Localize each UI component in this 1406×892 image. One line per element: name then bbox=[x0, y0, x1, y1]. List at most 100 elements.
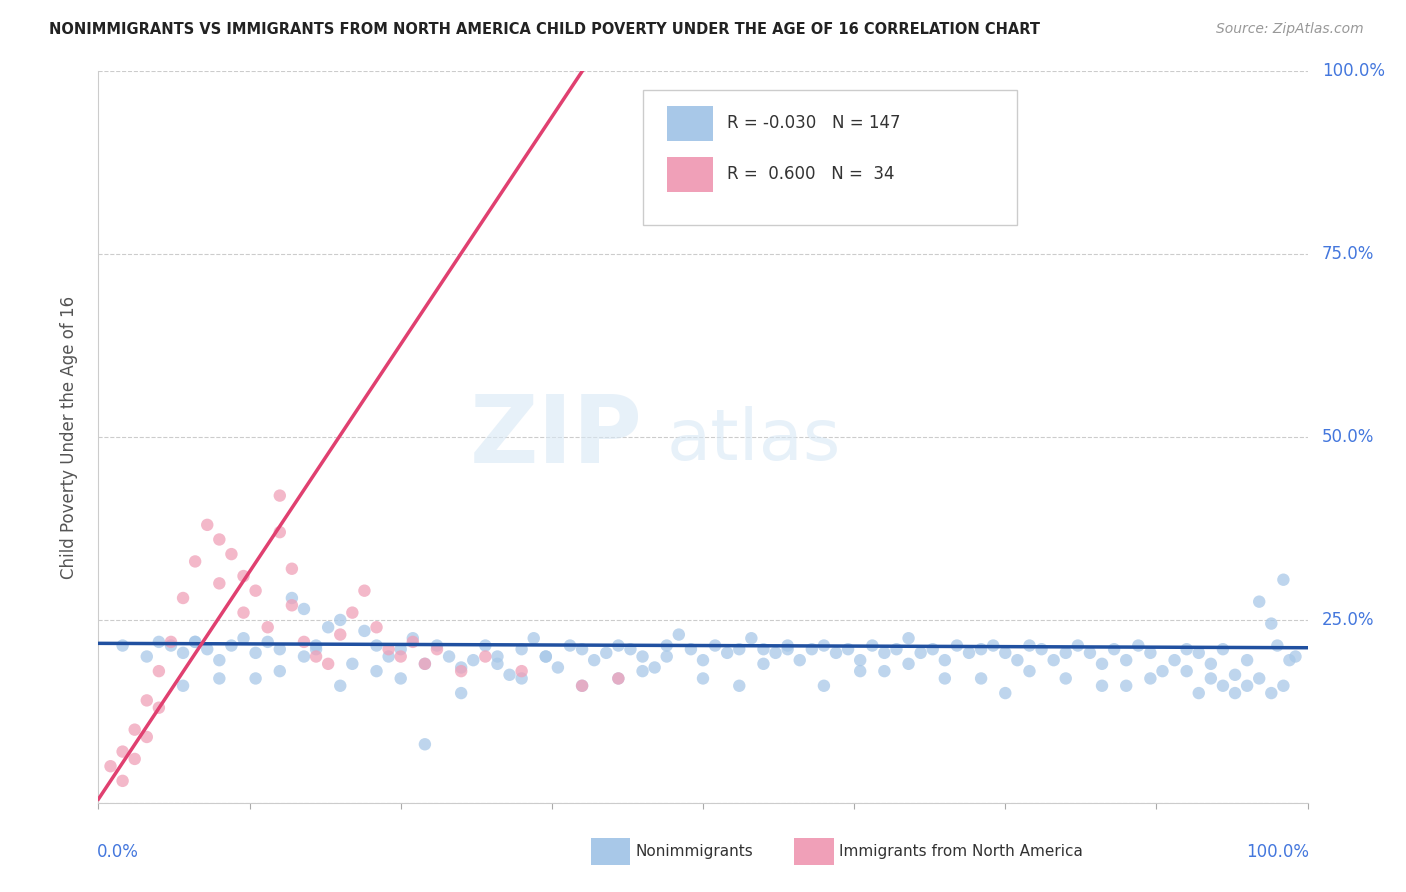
Text: 50.0%: 50.0% bbox=[1322, 428, 1375, 446]
Text: Source: ZipAtlas.com: Source: ZipAtlas.com bbox=[1216, 22, 1364, 37]
Point bbox=[366, 664, 388, 678]
Point bbox=[1272, 573, 1295, 587]
Point bbox=[426, 642, 449, 657]
Text: Nonimmigrants: Nonimmigrants bbox=[636, 845, 754, 859]
FancyBboxPatch shape bbox=[666, 157, 713, 192]
FancyBboxPatch shape bbox=[666, 106, 713, 141]
Point bbox=[221, 639, 243, 653]
Point bbox=[655, 639, 678, 653]
Point bbox=[897, 632, 920, 646]
Point bbox=[377, 649, 399, 664]
Point bbox=[232, 569, 254, 583]
Point bbox=[523, 632, 546, 646]
Point bbox=[124, 752, 146, 766]
Point bbox=[208, 653, 231, 667]
Point bbox=[1018, 639, 1040, 653]
Text: atlas: atlas bbox=[666, 406, 841, 475]
Point bbox=[873, 664, 896, 678]
Point bbox=[837, 642, 859, 657]
Point bbox=[281, 591, 304, 605]
Point bbox=[1278, 653, 1301, 667]
Point bbox=[124, 723, 146, 737]
Point bbox=[607, 672, 630, 686]
Point bbox=[305, 642, 328, 657]
Point bbox=[329, 613, 352, 627]
Point bbox=[1163, 653, 1185, 667]
Point bbox=[195, 642, 218, 657]
Point bbox=[860, 639, 883, 653]
Point bbox=[704, 639, 727, 653]
Point bbox=[910, 646, 932, 660]
Point bbox=[148, 635, 170, 649]
Point bbox=[269, 525, 291, 540]
Point bbox=[208, 576, 231, 591]
Text: R =  0.600   N =  34: R = 0.600 N = 34 bbox=[727, 165, 894, 183]
Point bbox=[789, 653, 811, 667]
Text: Immigrants from North America: Immigrants from North America bbox=[839, 845, 1083, 859]
Point bbox=[281, 599, 304, 613]
Point bbox=[389, 649, 412, 664]
Point bbox=[160, 635, 183, 649]
Point bbox=[111, 639, 134, 653]
Point bbox=[1091, 657, 1114, 671]
Point bbox=[510, 664, 533, 678]
Point bbox=[1249, 594, 1271, 608]
Point bbox=[1284, 649, 1306, 664]
Point bbox=[377, 642, 399, 657]
Point bbox=[934, 653, 956, 667]
Point bbox=[716, 646, 738, 660]
Text: 100.0%: 100.0% bbox=[1322, 62, 1385, 80]
Point bbox=[607, 672, 630, 686]
Text: R = -0.030   N = 147: R = -0.030 N = 147 bbox=[727, 113, 901, 131]
Point bbox=[221, 547, 243, 561]
Text: 0.0%: 0.0% bbox=[97, 843, 139, 861]
Point bbox=[1188, 686, 1211, 700]
Point bbox=[571, 642, 593, 657]
Point bbox=[994, 686, 1017, 700]
Point bbox=[208, 533, 231, 547]
Point bbox=[269, 489, 291, 503]
Point bbox=[232, 606, 254, 620]
Point bbox=[571, 679, 593, 693]
Point bbox=[353, 583, 375, 598]
Point bbox=[172, 591, 194, 605]
Point bbox=[245, 672, 267, 686]
Point bbox=[1223, 667, 1246, 681]
Point bbox=[607, 639, 630, 653]
Point bbox=[813, 639, 835, 653]
Point bbox=[765, 646, 787, 660]
Point bbox=[849, 653, 872, 667]
FancyBboxPatch shape bbox=[643, 90, 1018, 225]
Point bbox=[813, 679, 835, 693]
Point bbox=[184, 554, 207, 568]
Point bbox=[474, 639, 496, 653]
Text: NONIMMIGRANTS VS IMMIGRANTS FROM NORTH AMERICA CHILD POVERTY UNDER THE AGE OF 16: NONIMMIGRANTS VS IMMIGRANTS FROM NORTH A… bbox=[49, 22, 1040, 37]
Point bbox=[619, 642, 641, 657]
Point bbox=[402, 635, 425, 649]
Point bbox=[1175, 642, 1198, 657]
Point bbox=[389, 672, 412, 686]
Point bbox=[413, 657, 436, 671]
Point bbox=[534, 649, 557, 664]
Point bbox=[486, 649, 509, 664]
Point bbox=[800, 642, 823, 657]
Point bbox=[534, 649, 557, 664]
Point bbox=[1199, 672, 1222, 686]
Point bbox=[970, 642, 993, 657]
Point bbox=[135, 693, 157, 707]
Point bbox=[692, 653, 714, 667]
Point bbox=[1139, 646, 1161, 660]
Point bbox=[849, 664, 872, 678]
Point bbox=[1042, 653, 1064, 667]
Point bbox=[1152, 664, 1174, 678]
Point bbox=[389, 642, 412, 657]
Point bbox=[981, 639, 1004, 653]
Point bbox=[292, 602, 315, 616]
Point bbox=[921, 642, 943, 657]
Point bbox=[269, 664, 291, 678]
Point bbox=[269, 642, 291, 657]
Point bbox=[1054, 672, 1077, 686]
Point bbox=[1031, 642, 1053, 657]
Point bbox=[1007, 653, 1029, 667]
Point bbox=[342, 606, 364, 620]
